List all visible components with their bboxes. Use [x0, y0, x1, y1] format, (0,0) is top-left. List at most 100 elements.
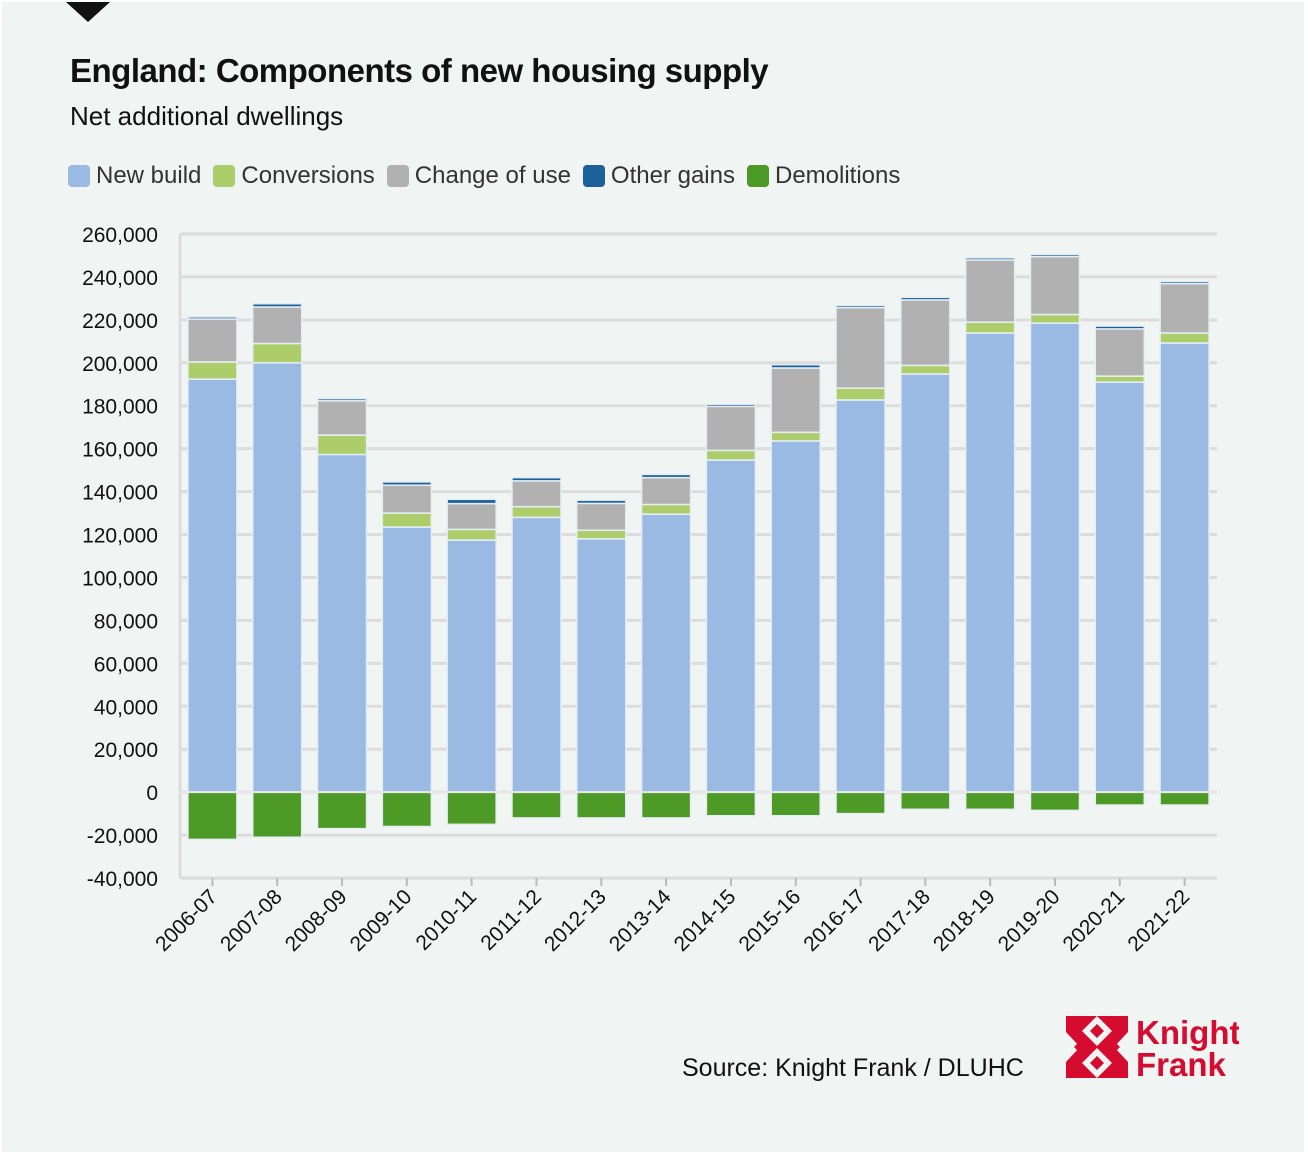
bar-segment-conversions: [187, 361, 238, 380]
y-tick-label: 260,000: [82, 224, 158, 247]
x-tick-label: 2009-10: [346, 885, 417, 956]
bar-segment-new-build: [770, 440, 821, 793]
bar-segment-change-of-use: [576, 502, 627, 531]
y-tick-label: -20,000: [87, 825, 158, 848]
bar-segment-demolitions: [576, 791, 627, 819]
x-tick-label: 2008-09: [281, 885, 352, 956]
bar-segment-change-of-use: [835, 306, 886, 389]
bar-segment-conversions: [381, 512, 433, 528]
bar-segment-change-of-use: [1029, 255, 1081, 316]
bar-segment-other-gains: [187, 316, 238, 320]
bar-segment-conversions: [835, 387, 886, 401]
bar-segment-demolitions: [381, 791, 433, 828]
bar-segment-other-gains: [1094, 325, 1146, 330]
x-tick-label: 2016-17: [799, 885, 870, 956]
legend-swatch: [386, 165, 409, 187]
bar-segment-demolitions: [770, 791, 821, 817]
bar-segment-other-gains: [316, 397, 368, 402]
x-tick-label: 2007-08: [216, 885, 287, 956]
x-tick-label: 2013-14: [605, 885, 676, 956]
bar-segment-change-of-use: [251, 306, 303, 345]
bar-segment-other-gains: [251, 303, 303, 308]
bar-segment-conversions: [251, 342, 303, 364]
bar-segment-conversions: [1094, 375, 1146, 383]
bar-segment-new-build: [964, 332, 1016, 793]
bar-segment-new-build: [446, 539, 497, 793]
svg-text:Knight: Knight: [1136, 1014, 1239, 1051]
bar-segment-change-of-use: [1094, 328, 1146, 377]
bar-segment-demolitions: [187, 791, 238, 841]
bar-segment-conversions: [770, 431, 821, 442]
legend-item: Change of use: [386, 162, 571, 190]
bar-segment-conversions: [640, 503, 692, 515]
bar-segment-new-build: [187, 378, 238, 793]
bar-segment-demolitions: [705, 791, 757, 817]
legend-label: Change of use: [414, 162, 571, 189]
bar-segment-other-gains: [640, 473, 692, 479]
bar-segment-conversions: [900, 364, 951, 375]
y-tick-label: 60,000: [94, 653, 158, 676]
bar-segment-change-of-use: [1159, 282, 1210, 334]
legend-label: Other gains: [610, 162, 735, 189]
bar-segment-change-of-use: [964, 259, 1016, 323]
legend-label: Demolitions: [775, 162, 901, 189]
bar-segment-demolitions: [446, 791, 497, 826]
x-tick-label: 2020-21: [1059, 885, 1130, 956]
bar-segment-demolitions: [1029, 791, 1081, 812]
legend-swatch: [747, 165, 769, 187]
bar-segment-demolitions: [835, 791, 886, 815]
bar-segment-new-build: [1159, 342, 1210, 793]
bar-segment-change-of-use: [446, 502, 497, 531]
bar-segment-change-of-use: [511, 480, 562, 508]
bar-segment-new-build: [576, 538, 627, 793]
knight-frank-logo: Knight Frank: [1066, 1014, 1239, 1080]
bar-segment-new-build: [705, 459, 757, 793]
corner-notch-marker: [66, 2, 110, 22]
x-tick-label: 2010-11: [412, 885, 482, 955]
bar-segment-change-of-use: [900, 299, 951, 367]
legend-label: New build: [96, 162, 202, 189]
bar-segment-new-build: [835, 399, 886, 793]
bar-segment-demolitions: [964, 791, 1016, 811]
bar-segment-other-gains: [900, 296, 951, 301]
x-tick-label: 2019-20: [994, 885, 1065, 956]
bar-segment-conversions: [705, 449, 757, 461]
y-tick-label: 200,000: [82, 353, 158, 376]
bar-segment-demolitions: [900, 791, 951, 811]
x-tick-label: 2012-13: [540, 885, 611, 956]
bar-segment-conversions: [576, 529, 627, 540]
bar-segment-change-of-use: [187, 318, 238, 363]
bar-segment-conversions: [964, 321, 1016, 334]
bar-segment-demolitions: [1094, 791, 1146, 806]
bar-segment-new-build: [251, 362, 303, 793]
legend-swatch: [68, 165, 90, 187]
bar-segment-conversions: [446, 528, 497, 541]
bar-segment-demolitions: [511, 791, 562, 819]
legend-label: Conversions: [241, 162, 375, 189]
bar-segment-change-of-use: [640, 476, 692, 506]
bar-segment-other-gains: [446, 498, 497, 505]
legend-item: New build: [68, 162, 201, 190]
bar-segment-conversions: [316, 434, 368, 456]
bar-segment-demolitions: [640, 791, 692, 819]
bar-segment-demolitions: [1159, 791, 1210, 806]
bar-segment-new-build: [511, 516, 562, 793]
y-tick-label: -40,000: [87, 868, 158, 891]
x-tick-label: 2011-12: [476, 885, 546, 955]
bar-segment-change-of-use: [770, 367, 821, 434]
source-note: Source: Knight Frank / DLUHC: [682, 1054, 1024, 1082]
legend-swatch: [213, 165, 236, 187]
y-tick-label: 0: [146, 782, 158, 805]
bar-segment-other-gains: [705, 403, 757, 408]
bar-segment-other-gains: [576, 499, 627, 505]
bar-segment-other-gains: [511, 476, 562, 482]
bar-segment-new-build: [640, 513, 692, 793]
bar-segment-other-gains: [1159, 280, 1210, 285]
bar-segment-other-gains: [1029, 253, 1081, 258]
y-tick-label: 80,000: [94, 610, 158, 633]
y-tick-label: 140,000: [82, 482, 158, 505]
y-tick-label: 220,000: [82, 310, 158, 333]
legend-item: Conversions: [213, 162, 375, 190]
y-tick-label: 40,000: [94, 696, 158, 719]
